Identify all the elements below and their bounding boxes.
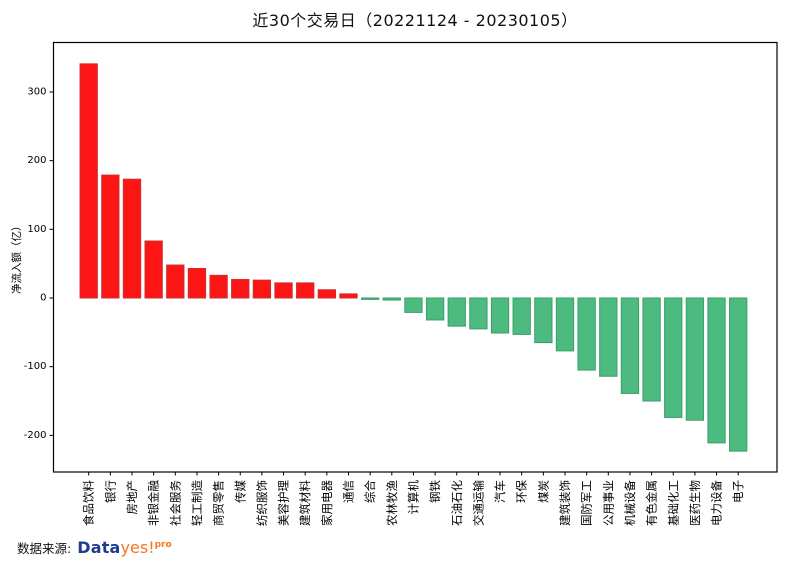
bar-公用事业: [599, 297, 618, 377]
chart-title: 近30个交易日（20221124 - 20230105）: [252, 11, 578, 30]
bar-电子: [729, 297, 748, 452]
x-tick-label: 农林牧渔: [385, 480, 399, 526]
x-tick-label: 基础化工: [666, 480, 680, 526]
x-tick-label: 钢铁: [428, 480, 442, 503]
bar-医药生物: [685, 297, 705, 421]
bar-商贸零售: [209, 274, 228, 299]
bar-国防军工: [577, 297, 596, 371]
x-tick-label: 传媒: [233, 480, 247, 503]
x-tick-label: 食品饮料: [82, 480, 96, 526]
bar-电力设备: [707, 297, 726, 444]
x-tick-label: 环保: [515, 480, 529, 503]
bar-传媒: [231, 278, 250, 299]
bar-美容护理: [274, 282, 293, 299]
x-tick-label: 纺织服饰: [255, 480, 269, 526]
bar-建筑材料: [296, 282, 315, 299]
bar-煤炭: [534, 297, 553, 344]
bar-有色金属: [642, 297, 661, 402]
x-tick-label: 交通运输: [471, 480, 485, 526]
y-tick-label: 100: [27, 224, 46, 235]
bar-非银金融: [144, 240, 163, 299]
bar-计算机: [404, 297, 423, 313]
brand-logo-pro: pro: [154, 540, 172, 550]
x-tick-label: 公用事业: [601, 480, 615, 526]
bar-食品饮料: [79, 63, 98, 299]
x-tick-label: 电子: [731, 480, 745, 503]
y-tick-label: -100: [24, 361, 47, 372]
x-tick-label: 综合: [363, 480, 377, 503]
source-label: 数据来源:: [17, 541, 72, 556]
bar-机械设备: [620, 297, 640, 394]
x-tick-label: 非银金融: [147, 480, 161, 526]
bar-石油石化: [447, 297, 466, 327]
x-tick-label: 商贸零售: [212, 480, 226, 526]
bar-农林牧渔: [382, 297, 401, 301]
y-tick-label: 200: [27, 155, 46, 166]
bar-房地产: [122, 178, 142, 299]
x-tick-label: 家用电器: [320, 480, 334, 526]
bar-家用电器: [317, 289, 337, 299]
x-tick-label: 电力设备: [710, 480, 724, 526]
x-tick-label: 社会服务: [168, 480, 182, 526]
x-tick-label: 石油石化: [450, 480, 464, 526]
x-tick-label: 建筑装饰: [558, 480, 572, 526]
x-tick-label: 医药生物: [688, 480, 702, 526]
x-tick-label: 煤炭: [536, 480, 550, 503]
bar-轻工制造: [187, 267, 207, 299]
x-tick-label: 建筑材料: [298, 480, 312, 526]
bar-基础化工: [664, 297, 683, 418]
brand-logo-yes: yes!: [120, 538, 155, 557]
bar-综合: [361, 297, 380, 300]
x-tick-label: 有色金属: [645, 480, 659, 526]
bar-通信: [339, 293, 358, 299]
x-tick-label: 通信: [342, 480, 356, 503]
x-tick-label: 国防军工: [580, 480, 594, 526]
y-tick-label: -200: [24, 430, 47, 441]
brand-logo-data: Data: [77, 538, 121, 557]
y-tick-label: 0: [40, 293, 46, 304]
bar-交通运输: [469, 297, 488, 330]
x-tick-label: 汽车: [493, 480, 507, 503]
x-tick-label: 轻工制造: [190, 480, 204, 526]
plot-border: [52, 41, 778, 473]
bar-钢铁: [425, 297, 445, 321]
x-tick-label: 房地产: [125, 480, 139, 515]
x-tick-label: 美容护理: [277, 480, 291, 526]
y-axis-label: 净流入额（亿）: [10, 221, 23, 295]
bar-环保: [512, 297, 531, 335]
bar-社会服务: [166, 264, 185, 299]
bar-汽车: [490, 297, 510, 334]
data-source-footer: 数据来源: Data yes! pro: [17, 538, 172, 564]
bar-建筑装饰: [555, 297, 575, 352]
x-tick-label: 机械设备: [623, 480, 637, 526]
bar-银行: [101, 174, 120, 299]
x-tick-label: 银行: [103, 480, 117, 503]
bar-纺织服饰: [252, 279, 272, 299]
y-tick-label: 300: [27, 87, 46, 98]
x-tick-label: 计算机: [406, 480, 420, 515]
